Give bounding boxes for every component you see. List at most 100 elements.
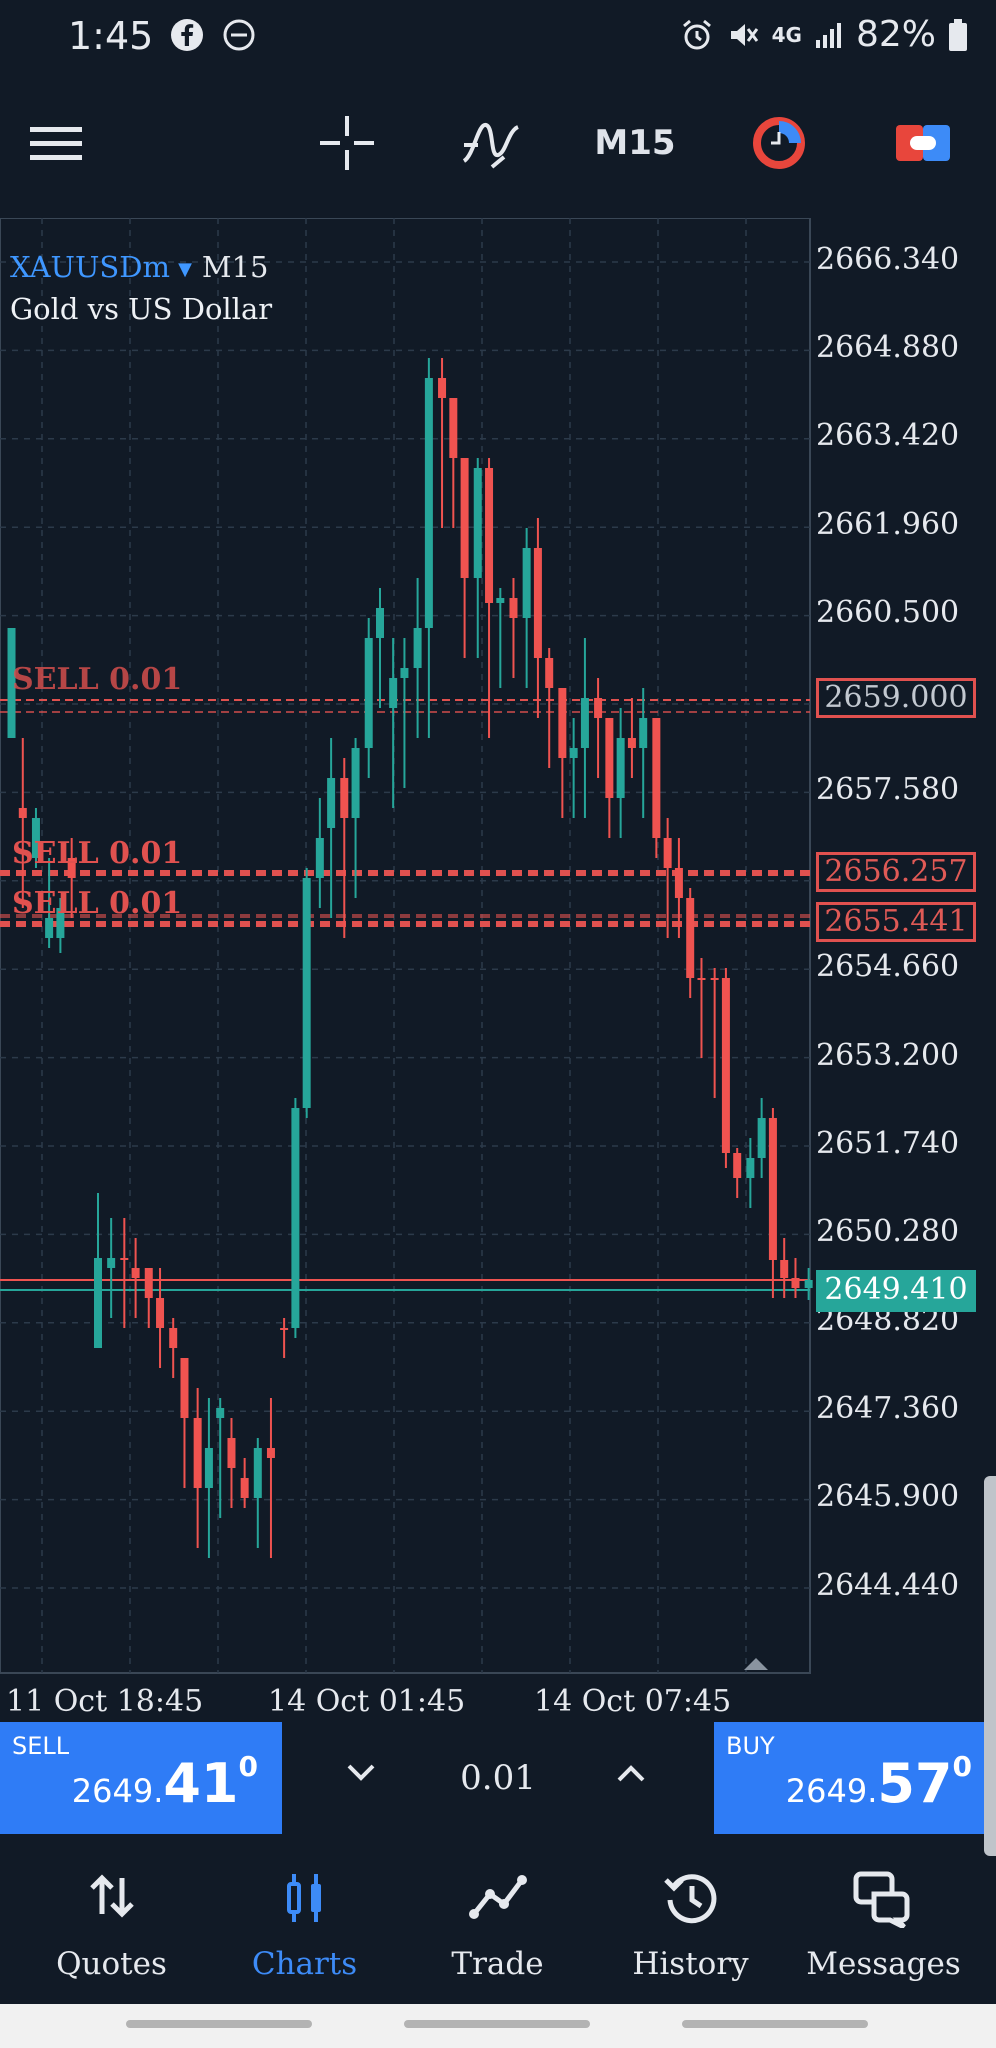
order-price-tag[interactable]: 2656.257 (816, 852, 976, 892)
volume-value[interactable]: 0.01 (460, 1758, 536, 1798)
candle-body (580, 698, 589, 748)
symbol-description: Gold vs US Dollar (10, 292, 273, 326)
price-tick: 2653.200 (816, 1038, 960, 1073)
nav-history[interactable]: History (591, 1836, 790, 2004)
candle-body (616, 738, 625, 798)
nav-quotes[interactable]: Quotes (12, 1836, 211, 2004)
nav-label: Quotes (56, 1946, 167, 1982)
candle-body (204, 1448, 213, 1488)
sell-button[interactable]: SELL 2649.410 (0, 1722, 282, 1834)
crosshair-button[interactable] (316, 108, 378, 178)
edge-panel-handle[interactable] (984, 1476, 996, 1856)
do-not-disturb-icon (223, 19, 255, 51)
candle-body (31, 818, 40, 858)
candle-body (413, 628, 422, 668)
candle-body (663, 838, 672, 868)
price-tick: 2666.340 (816, 242, 960, 277)
candle-body (351, 748, 360, 818)
one-click-trading-icon (753, 117, 805, 169)
battery-percent: 82% (855, 14, 936, 55)
candle-body (757, 1118, 766, 1158)
battery-icon (949, 18, 967, 51)
buy-button[interactable]: BUY 2649.570 (714, 1722, 996, 1834)
candle-body (804, 1280, 813, 1288)
charts-icon (286, 1874, 321, 1922)
candle-body (522, 548, 531, 618)
candle-body (315, 838, 324, 878)
gesture-pill[interactable] (682, 2020, 868, 2028)
candle-body (56, 908, 65, 938)
order-price-tag[interactable]: 2659.000 (816, 678, 976, 718)
candle-body (780, 1260, 789, 1278)
price-tick: 2654.660 (816, 949, 960, 984)
volume-decrease-icon[interactable] (346, 1762, 376, 1784)
quotes-icon (89, 1874, 134, 1918)
price-tick: 2647.360 (816, 1391, 960, 1426)
candle-body (424, 378, 433, 628)
candle-body (266, 1448, 275, 1458)
candle-body (485, 468, 494, 603)
nav-label: Messages (806, 1946, 961, 1982)
time-tick: 11 Oct 18:45 (6, 1684, 204, 1719)
price-tick: 2650.280 (816, 1214, 960, 1249)
sell-price: 2649.410 (71, 1750, 258, 1815)
volume-increase-icon[interactable] (616, 1762, 646, 1784)
nav-charts[interactable]: Charts (205, 1836, 404, 2004)
candle-body (639, 718, 648, 748)
volume-control: 0.01 (282, 1722, 714, 1834)
gesture-bar (0, 2004, 996, 2048)
nav-trade[interactable]: Trade (398, 1836, 597, 2004)
price-chart[interactable]: XAUUSDm ▼ M15 Gold vs US Dollar 2666.340 2… (0, 218, 996, 1720)
candle-body (652, 718, 661, 838)
indicators-button[interactable] (458, 108, 524, 178)
candle-body (327, 778, 336, 828)
price-tick: 2645.900 (816, 1479, 960, 1514)
nav-label: Trade (451, 1946, 544, 1982)
candle-body (460, 458, 469, 578)
timeframe-button[interactable]: M15 (594, 123, 676, 163)
candle-body (400, 668, 409, 678)
candle-body (216, 1408, 225, 1418)
trade-icon (468, 1875, 527, 1919)
candle-body (180, 1358, 189, 1418)
order-price-tag[interactable]: 2655.441 (816, 902, 976, 942)
candle-body (253, 1448, 262, 1498)
gesture-pill[interactable] (404, 2020, 590, 2028)
network-type: 4G (771, 22, 802, 47)
candle-body (496, 598, 505, 603)
candle-body (240, 1478, 249, 1498)
candle-body (473, 468, 482, 578)
chart-canvas[interactable] (0, 218, 996, 1720)
candle-body (340, 778, 349, 818)
price-tick: 2663.420 (816, 418, 960, 453)
one-click-trading-button[interactable] (748, 108, 810, 178)
order-label[interactable]: SELL 0.01 (12, 886, 183, 921)
symbol-timeframe: M15 (201, 250, 269, 284)
signal-icon (815, 22, 841, 48)
sell-label: SELL (12, 1732, 70, 1760)
history-icon (663, 1874, 716, 1924)
menu-button[interactable] (26, 108, 86, 178)
price-tick: 2651.740 (816, 1126, 960, 1161)
candle-body (376, 608, 384, 638)
symbol-name[interactable]: XAUUSDm (10, 250, 171, 284)
price-tick: 2660.500 (816, 595, 960, 630)
status-bar: 1:45 4G 82% (0, 0, 996, 72)
gesture-pill[interactable] (126, 2020, 312, 2028)
order-label[interactable]: SELL 0.01 (12, 836, 183, 871)
candle-body (509, 598, 518, 618)
price-tick: 2664.880 (816, 330, 960, 365)
order-label[interactable]: SELL 0.01 (12, 662, 183, 697)
trade-toggle-icon (896, 125, 950, 161)
time-tick: 14 Oct 07:45 (534, 1684, 732, 1719)
price-tick: 2661.960 (816, 507, 960, 542)
nav-messages[interactable]: Messages (784, 1836, 983, 2004)
price-tick: 2657.580 (816, 772, 960, 807)
candle-body (733, 1153, 742, 1178)
trade-toggle-button[interactable] (892, 108, 954, 178)
symbol-header[interactable]: XAUUSDm ▼ M15 (10, 250, 269, 284)
symbol-dropdown-icon[interactable]: ▼ (178, 258, 192, 280)
candle-body (746, 1158, 755, 1178)
price-axis[interactable]: 2666.340 2664.880 2663.420 2661.960 2660… (816, 218, 996, 1720)
candle-body (721, 978, 730, 1153)
